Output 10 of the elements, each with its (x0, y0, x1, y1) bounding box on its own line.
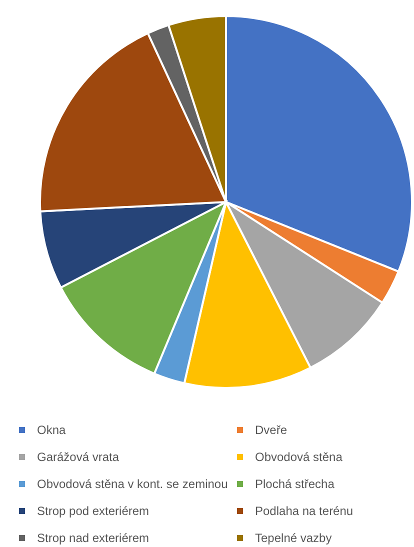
legend-label: Okna (37, 423, 66, 437)
legend-label: Dveře (255, 423, 288, 437)
legend-label: Obvodová stěna (255, 450, 343, 464)
legend-label: Plochá střecha (255, 477, 335, 491)
legend-label: Obvodová stěna v kont. se zeminou (37, 477, 228, 491)
legend-label: Podlaha na terénu (255, 504, 354, 518)
legend-label: Strop nad exteriérem (37, 531, 150, 545)
legend-label: Tepelné vazby (255, 531, 332, 545)
legend-label: Garážová vrata (37, 450, 120, 464)
legend-label: Strop pod exteriérem (37, 504, 150, 518)
